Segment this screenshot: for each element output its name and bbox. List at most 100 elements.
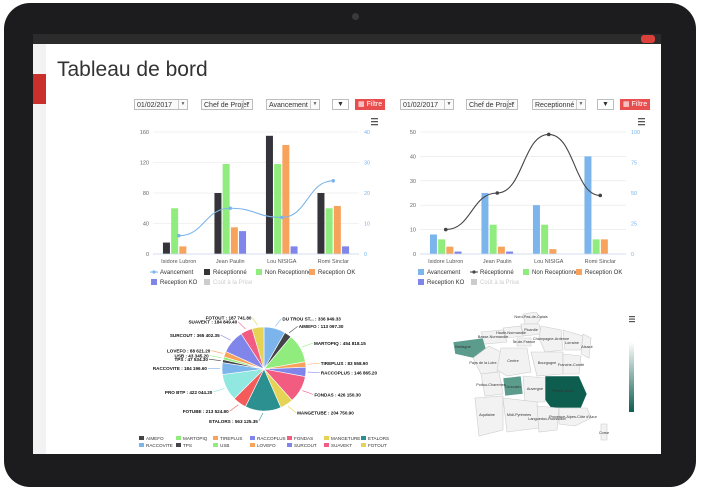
legend-item[interactable]: Reception OK xyxy=(585,270,622,276)
legend-item[interactable]: Avancement xyxy=(427,270,461,276)
chart-menu-icon[interactable] xyxy=(638,121,645,123)
bar[interactable] xyxy=(265,135,273,254)
region-alsace[interactable] xyxy=(580,333,592,359)
chef-select-left[interactable]: Chef de Projet ▼ xyxy=(201,99,253,110)
date-select-left[interactable]: 01/02/2017 ▼ xyxy=(134,99,188,110)
legend-item[interactable]: SURCOUT xyxy=(294,443,317,448)
bar[interactable] xyxy=(230,227,238,254)
chart-menu-icon[interactable] xyxy=(371,118,378,120)
legend-symbol xyxy=(139,436,144,440)
chart-menu-icon[interactable] xyxy=(638,118,645,120)
series-line[interactable] xyxy=(178,180,334,237)
line-point[interactable] xyxy=(546,132,551,137)
bar[interactable] xyxy=(438,239,446,254)
bar[interactable] xyxy=(333,205,341,254)
legend-item[interactable]: Reception KO xyxy=(427,280,465,286)
sidebar-active-item[interactable] xyxy=(33,74,46,104)
legend-item[interactable]: Non Receptionné xyxy=(265,270,312,276)
legend-item[interactable]: Coût à la Prise xyxy=(213,280,253,286)
chart-menu-icon[interactable] xyxy=(638,124,645,126)
legend-item[interactable]: Reception OK xyxy=(318,270,355,276)
filter-dropdown-right[interactable]: ▼ xyxy=(597,99,614,110)
legend-item[interactable]: ETALORS xyxy=(368,436,389,441)
filter-dropdown-left[interactable]: ▼ xyxy=(332,99,349,110)
region-franche-comte[interactable] xyxy=(562,353,582,375)
region-limousin[interactable] xyxy=(502,375,524,397)
filter-button-right[interactable]: ▦ Filtre xyxy=(620,99,651,110)
region-haute-normandie[interactable] xyxy=(502,325,524,339)
region-paca[interactable] xyxy=(558,407,592,427)
legend-item[interactable]: Avancement xyxy=(160,270,194,276)
legend-item[interactable]: MARTOPIQ xyxy=(183,436,208,441)
legend-item[interactable]: AIMEFO xyxy=(146,436,164,441)
bar[interactable] xyxy=(171,208,179,254)
legend-item[interactable]: TPS xyxy=(183,443,192,448)
line-point[interactable] xyxy=(228,206,233,211)
bar[interactable] xyxy=(454,251,462,254)
bar[interactable] xyxy=(489,224,497,254)
line-point[interactable] xyxy=(598,193,603,198)
line-point[interactable] xyxy=(331,179,336,183)
status-select-right[interactable]: Receptionné ▼ xyxy=(532,99,586,110)
legend-item[interactable]: LOVEFO xyxy=(257,443,276,448)
bar[interactable] xyxy=(282,144,290,254)
legend-item[interactable]: Coût à la Prise xyxy=(480,280,520,286)
legend-item[interactable]: Réceptionné xyxy=(480,270,514,276)
region-corse[interactable] xyxy=(600,423,608,441)
filter-button-left[interactable]: ▦ Filtre xyxy=(355,99,386,110)
bar[interactable] xyxy=(290,246,298,254)
menu-icon[interactable] xyxy=(641,35,655,43)
bar[interactable] xyxy=(600,239,608,254)
bar[interactable] xyxy=(179,246,187,254)
legend-item[interactable]: MANGETURE xyxy=(331,436,360,441)
line-point[interactable] xyxy=(443,227,448,232)
region-languedoc[interactable] xyxy=(536,405,560,433)
bar[interactable] xyxy=(429,234,437,254)
legend-item[interactable]: RACCOVITE xyxy=(146,443,173,448)
legend-item[interactable]: Réceptionné xyxy=(213,270,247,276)
bar[interactable] xyxy=(541,224,549,254)
bar[interactable] xyxy=(532,205,540,254)
line-point[interactable] xyxy=(495,191,500,195)
bar[interactable] xyxy=(584,156,592,254)
legend-item[interactable]: USB xyxy=(220,443,229,448)
bar[interactable] xyxy=(239,231,247,254)
region-champagne[interactable] xyxy=(538,325,564,353)
bar[interactable] xyxy=(497,246,505,254)
region-auvergne[interactable] xyxy=(522,375,546,403)
map-menu-icon[interactable] xyxy=(629,316,635,323)
region-nord[interactable] xyxy=(522,312,542,325)
bar[interactable] xyxy=(446,246,454,254)
bar[interactable] xyxy=(214,193,222,254)
chart-menu-icon[interactable] xyxy=(371,121,378,123)
bar[interactable] xyxy=(506,251,514,254)
line-point[interactable] xyxy=(176,233,181,238)
bar[interactable] xyxy=(274,164,282,254)
status-select-left[interactable]: Avancement ▼ xyxy=(266,99,320,110)
legend-item[interactable]: SUAVEKT xyxy=(331,443,352,448)
legend-item[interactable]: Non Receptionné xyxy=(532,270,579,276)
series-line[interactable] xyxy=(445,133,601,231)
region-aquitaine[interactable] xyxy=(474,395,504,437)
legend-item[interactable]: FONDAS xyxy=(294,436,313,441)
region-lorraine[interactable] xyxy=(562,329,584,351)
legend-item[interactable]: Reception KO xyxy=(160,280,198,286)
region-idf[interactable] xyxy=(516,337,532,347)
region-poitou[interactable] xyxy=(480,371,504,397)
bar[interactable] xyxy=(549,249,557,254)
date-select-right[interactable]: 01/02/2017 ▼ xyxy=(400,99,454,110)
pie-slice[interactable] xyxy=(251,326,265,370)
bar[interactable] xyxy=(162,242,170,254)
bar[interactable] xyxy=(342,246,350,254)
line-point[interactable] xyxy=(279,215,284,220)
bar[interactable] xyxy=(317,193,325,254)
chart-menu-icon[interactable] xyxy=(371,124,378,126)
region-centre[interactable] xyxy=(496,347,532,377)
legend-item[interactable]: TIREPLUS xyxy=(220,436,242,441)
legend-item[interactable]: FOTOUT xyxy=(368,443,387,448)
chef-select-right[interactable]: Chef de Projet ▼ xyxy=(466,99,518,110)
bar[interactable] xyxy=(325,208,333,254)
legend-item[interactable]: RACCOPLUS xyxy=(257,436,286,441)
bar[interactable] xyxy=(481,193,489,254)
bar[interactable] xyxy=(592,239,600,254)
